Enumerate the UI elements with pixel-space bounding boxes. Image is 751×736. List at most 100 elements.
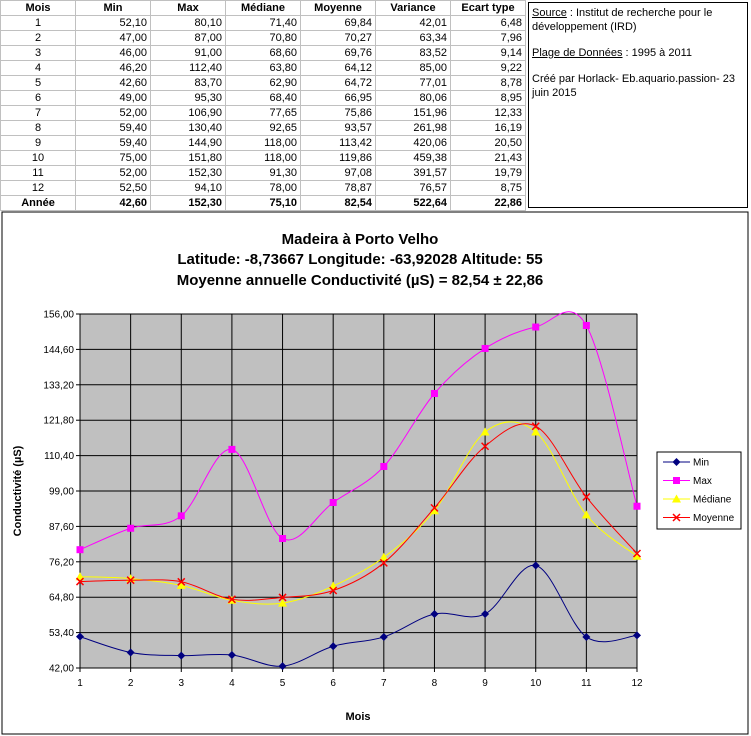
table-cell: 391,57 — [375, 165, 451, 181]
marker — [633, 502, 641, 510]
x-axis-title: Mois — [345, 711, 370, 723]
table-cell: 8,75 — [450, 180, 526, 196]
y-tick-label: 64,80 — [49, 593, 74, 604]
table-cell: 70,80 — [225, 30, 301, 46]
table-cell: 78,87 — [300, 180, 376, 196]
marker — [329, 586, 338, 595]
marker — [379, 632, 388, 641]
table-cell: 20,50 — [450, 135, 526, 151]
legend-box — [656, 451, 742, 530]
table-header: Moyenne — [300, 0, 376, 16]
x-tick-label: 8 — [432, 678, 438, 689]
marker — [430, 609, 439, 618]
table-cell: 152,30 — [150, 195, 226, 211]
table-cell: 87,00 — [150, 30, 226, 46]
table-cell: 52,50 — [75, 180, 151, 196]
note-box: Source: Institut de recherche pour le dé… — [528, 2, 748, 208]
table-cell: 152,30 — [150, 165, 226, 181]
marker — [429, 506, 439, 515]
table-cell: 4 — [0, 60, 76, 76]
legend-marker — [672, 494, 681, 503]
table-cell: 94,10 — [150, 180, 226, 196]
table-cell: 78,00 — [225, 180, 301, 196]
marker — [480, 427, 490, 436]
table-header: Mois — [0, 0, 76, 16]
table-cell: 59,40 — [75, 135, 151, 151]
table-cell: 144,90 — [150, 135, 226, 151]
marker — [481, 442, 490, 451]
marker — [126, 648, 135, 657]
range: Plage de Données: 1995 à 2011 — [532, 46, 744, 60]
table-row: 2 47,00 87,00 70,80 70,27 63,34 7,96 — [0, 30, 526, 46]
legend-label: Max — [693, 476, 712, 487]
table-cell: 11 — [0, 165, 76, 181]
marker — [278, 662, 287, 671]
table-cell: 6 — [0, 90, 76, 106]
data-table: Mois Min Max Médiane Moyenne Variance Ecart ty… — [0, 0, 526, 211]
table-cell: 80,10 — [150, 15, 226, 31]
marker — [430, 503, 439, 512]
table-cell: 75,00 — [75, 150, 151, 166]
table-row: 12 52,50 94,10 78,00 78,87 76,57 8,75 — [0, 180, 526, 196]
x-tick-label: 11 — [581, 678, 592, 689]
legend-marker — [672, 513, 681, 522]
table-cell: 80,06 — [375, 90, 451, 106]
table-cell: 66,95 — [300, 90, 376, 106]
table-cell: 75,10 — [225, 195, 301, 211]
table-cell: 77,01 — [375, 75, 451, 91]
y-tick-label: 99,00 — [49, 487, 74, 498]
table-cell: 46,00 — [75, 45, 151, 61]
table-cell: 16,19 — [450, 120, 526, 136]
table-cell: 1 — [0, 15, 76, 31]
table-cell: 93,57 — [300, 120, 376, 136]
marker — [531, 561, 540, 570]
table-cell: 8,78 — [450, 75, 526, 91]
table-cell: 151,80 — [150, 150, 226, 166]
table-cell: 97,08 — [300, 165, 376, 181]
x-tick-label: 2 — [128, 678, 134, 689]
table-cell: 151,96 — [375, 105, 451, 121]
marker — [379, 558, 388, 567]
marker — [278, 598, 288, 607]
y-tick-label: 87,60 — [49, 522, 74, 533]
legend-marker — [672, 458, 681, 466]
table-cell: 71,40 — [225, 15, 301, 31]
y-tick-label: 121,80 — [43, 416, 74, 427]
marker — [582, 492, 591, 501]
table-cell: 77,65 — [225, 105, 301, 121]
x-tick-label: 3 — [178, 678, 184, 689]
marker — [227, 595, 236, 604]
x-tick-label: 12 — [631, 678, 643, 689]
y-tick-label: 42,00 — [49, 664, 74, 675]
table-cell: 8,95 — [450, 90, 526, 106]
table-cell: 83,52 — [375, 45, 451, 61]
table-row: 11 52,00 152,30 91,30 97,08 391,57 19,79 — [0, 165, 526, 181]
x-tick-label: 1 — [77, 678, 83, 689]
y-tick-label: 156,00 — [43, 310, 74, 321]
table-cell: 75,86 — [300, 105, 376, 121]
marker — [481, 344, 489, 352]
table-row: 10 75,00 151,80 118,00 119,86 459,38 21,43 — [0, 150, 526, 166]
table-row: 6 49,00 95,30 68,40 66,95 80,06 8,95 — [0, 90, 526, 106]
x-tick-label: 10 — [530, 678, 542, 689]
y-tick-label: 144,60 — [43, 345, 74, 356]
marker — [531, 427, 541, 436]
table-header: Ecart type — [450, 0, 526, 16]
marker — [279, 535, 287, 543]
marker — [228, 445, 236, 453]
source: Source: Institut de recherche pour le dé… — [532, 6, 744, 34]
x-tick-label: 4 — [229, 678, 235, 689]
x-tick-label: 5 — [280, 678, 286, 689]
table-header: Variance — [375, 0, 451, 16]
table-cell: 8 — [0, 120, 76, 136]
table-cell: 112,40 — [150, 60, 226, 76]
marker — [177, 512, 185, 520]
table-cell: 91,00 — [150, 45, 226, 61]
table-cell: 69,76 — [300, 45, 376, 61]
table-cell: 64,72 — [300, 75, 376, 91]
table-cell: 68,40 — [225, 90, 301, 106]
table-cell: 42,60 — [75, 75, 151, 91]
table-cell: 95,30 — [150, 90, 226, 106]
legend-label: Min — [693, 458, 709, 469]
